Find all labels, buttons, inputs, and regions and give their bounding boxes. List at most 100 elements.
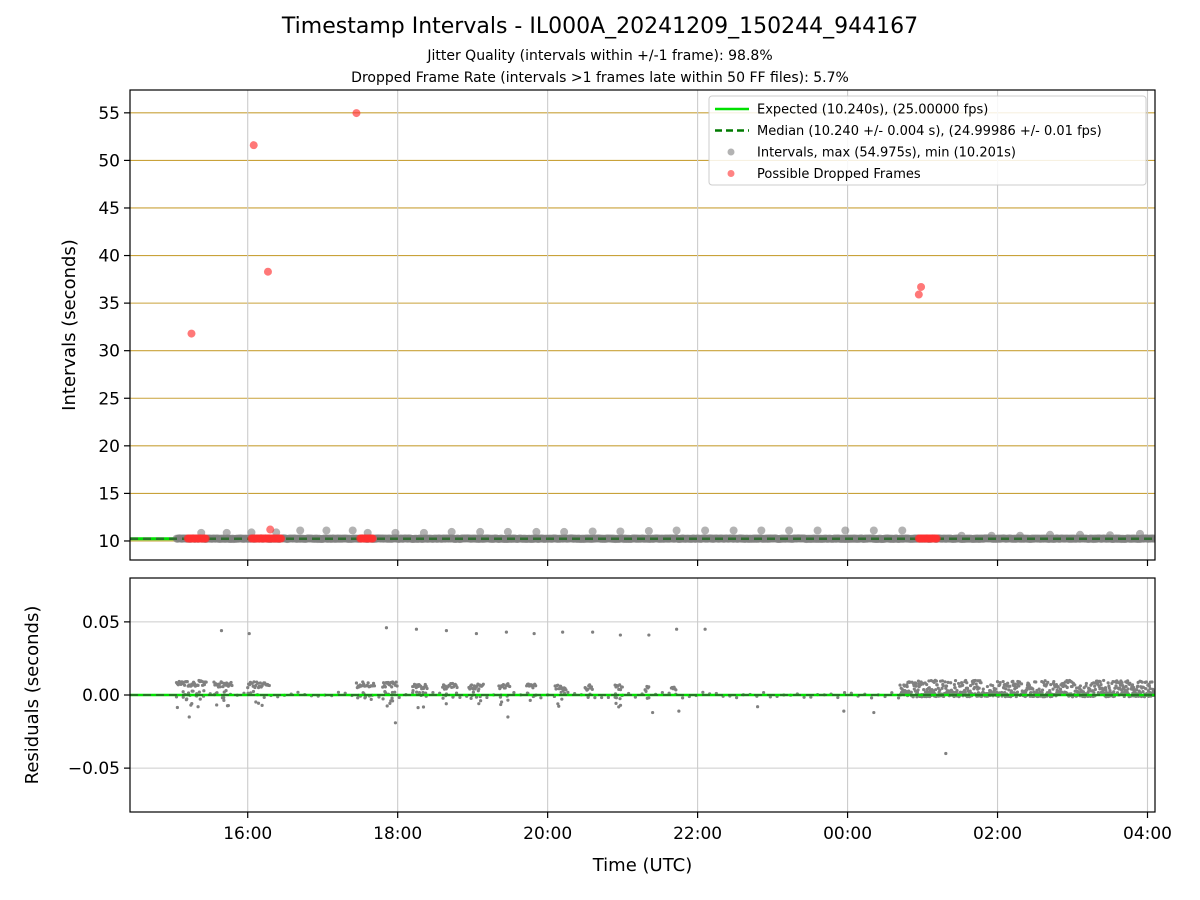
residual-point — [190, 701, 194, 706]
residual-point — [998, 680, 1002, 685]
intervals-panel-frame — [129, 89, 1156, 561]
residual-point — [1031, 687, 1035, 691]
residual-point — [415, 690, 419, 694]
residual-point — [647, 633, 651, 637]
residual-point — [246, 685, 250, 690]
residual-point — [593, 695, 597, 700]
legend-label: Median (10.240 +/- 0.004 s), (24.99986 +… — [757, 124, 1102, 139]
residual-point — [1150, 680, 1154, 684]
residual-point — [1141, 689, 1145, 694]
interval-point — [322, 526, 331, 535]
residual-point — [500, 700, 504, 704]
residual-point — [934, 679, 939, 683]
legend-label: Expected (10.240s), (25.00000 fps) — [757, 103, 988, 118]
residual-point — [508, 684, 512, 689]
residual-point — [1029, 690, 1033, 695]
residual-point — [1046, 680, 1050, 684]
residual-point — [390, 699, 395, 703]
residual-point — [1130, 683, 1135, 687]
residual-point — [366, 681, 370, 685]
residual-point — [221, 685, 225, 689]
residual-point — [267, 683, 271, 688]
residual-point — [1120, 680, 1124, 685]
residual-point — [949, 681, 953, 685]
residual-point — [1140, 680, 1144, 684]
x-tick-label: 22:00 — [673, 824, 722, 844]
interval-point — [348, 526, 357, 535]
residual-point — [1093, 687, 1097, 692]
residual-point — [252, 680, 256, 684]
interval-point — [247, 528, 256, 537]
residual-point — [1118, 686, 1122, 690]
residual-point — [675, 627, 679, 631]
residual-point — [566, 690, 570, 694]
dropped-frame-point — [201, 534, 210, 543]
residual-point — [1104, 688, 1108, 692]
residual-point — [474, 695, 479, 699]
dropped-frame-point — [263, 267, 272, 276]
interval-point — [898, 526, 907, 535]
residual-point — [1017, 684, 1021, 688]
residual-point — [1093, 684, 1097, 688]
residual-point — [191, 689, 195, 693]
residual-point — [618, 688, 623, 692]
y-tick-label: 0.00 — [82, 686, 120, 706]
dropped-frame-point — [277, 534, 286, 543]
residual-point — [1058, 687, 1063, 691]
residual-point — [512, 691, 516, 695]
residual-point — [247, 631, 251, 636]
residual-point — [614, 701, 618, 706]
interval-point — [447, 527, 456, 536]
y-axis-label: Intervals (seconds) — [59, 239, 80, 411]
residual-point — [1103, 686, 1108, 690]
residuals-panel: −0.05 0.00 0.05 16:00 18:00 20:00 22:00 00:00 02… — [22, 577, 1172, 876]
residual-point — [1126, 679, 1130, 683]
interval-point — [1150, 534, 1155, 543]
residual-point — [557, 704, 561, 708]
residual-point — [556, 683, 560, 687]
residual-point — [677, 709, 681, 713]
residual-point — [896, 696, 901, 700]
residual-point — [922, 688, 926, 692]
residual-point — [647, 685, 651, 689]
residual-point — [254, 700, 258, 704]
residual-point — [394, 680, 398, 684]
residual-point — [620, 685, 624, 689]
dropped-frame-point — [352, 109, 361, 118]
residual-point — [385, 704, 389, 708]
interval-point — [503, 527, 512, 536]
residual-point — [633, 695, 637, 699]
residual-point — [182, 683, 187, 687]
residual-point — [600, 695, 604, 700]
residual-point — [618, 697, 622, 701]
interval-point — [222, 528, 231, 537]
residual-point — [701, 690, 705, 694]
residual-point — [1107, 686, 1111, 690]
residual-point — [755, 705, 760, 709]
residual-point — [960, 681, 964, 685]
residual-point — [1078, 684, 1082, 688]
residual-point — [185, 680, 189, 684]
residual-point — [504, 630, 509, 634]
residual-point — [606, 695, 610, 700]
residual-point — [994, 687, 998, 691]
residual-point — [842, 690, 847, 695]
residuals-plot-area — [130, 626, 1155, 756]
residual-point — [1011, 679, 1015, 683]
residual-point — [218, 685, 222, 689]
legend-label: Possible Dropped Frames — [757, 167, 921, 182]
residual-point — [618, 703, 623, 707]
residual-point — [198, 697, 202, 701]
residual-point — [1043, 679, 1047, 683]
intervals-panel: 10 15 20 25 30 35 40 45 50 55 Intervals (seconds) — [59, 89, 1156, 566]
residual-point — [1027, 683, 1032, 687]
residual-point — [414, 627, 419, 631]
residual-point — [384, 626, 389, 630]
residual-point — [735, 696, 739, 700]
residual-point — [944, 751, 948, 756]
residual-point — [469, 696, 473, 700]
residual-point — [965, 686, 970, 690]
residual-point — [872, 710, 876, 715]
residual-point — [196, 705, 200, 709]
residual-point — [390, 696, 394, 700]
